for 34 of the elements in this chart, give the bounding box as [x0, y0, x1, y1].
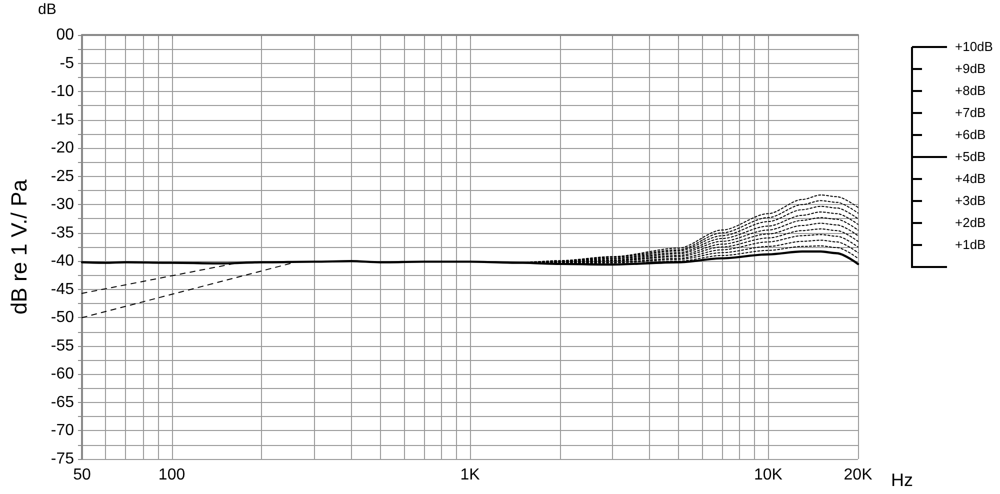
text: +3dB	[955, 193, 986, 208]
x-tick-label: 20K	[844, 466, 873, 484]
y-tick-label: -25	[50, 168, 74, 185]
text: +6dB	[955, 127, 986, 142]
y-tick-label: -10	[50, 83, 74, 100]
y-tick-label: -20	[50, 140, 74, 157]
text: +8dB	[955, 83, 986, 98]
x-axis-title: Hz	[891, 470, 913, 490]
y-tick-label: -50	[50, 309, 74, 326]
y-tick-label: -45	[50, 280, 74, 298]
y-tick-label: -30	[50, 196, 74, 214]
y-tick-label: -60	[50, 366, 74, 383]
y-tick-label: 00	[56, 26, 74, 44]
y-tick-label: -70	[50, 422, 74, 440]
text: +1dB	[955, 237, 986, 252]
y-axis-title: dB re 1 V./ Pa	[6, 178, 32, 314]
y-tick-label: -65	[50, 394, 74, 411]
y-tick-label: -75	[50, 450, 74, 468]
text: +4dB	[955, 171, 986, 186]
y-tick-label: -40	[50, 252, 74, 270]
text: +10dB	[955, 39, 993, 54]
text: dB	[38, 1, 56, 18]
text: +2dB	[955, 215, 986, 230]
text: +7dB	[955, 105, 986, 120]
x-tick-label: 10K	[754, 466, 783, 484]
y-tick-label: -5	[60, 54, 74, 72]
x-tick-label: 50	[73, 466, 91, 484]
y-tick-label: -35	[50, 224, 74, 242]
x-tick-label: 1K	[460, 466, 480, 484]
x-tick-label: 100	[158, 466, 186, 484]
text: +9dB	[955, 61, 986, 76]
text: +5dB	[955, 149, 986, 164]
y-tick-label: -55	[50, 337, 74, 354]
y-tick-label: -15	[50, 111, 74, 128]
